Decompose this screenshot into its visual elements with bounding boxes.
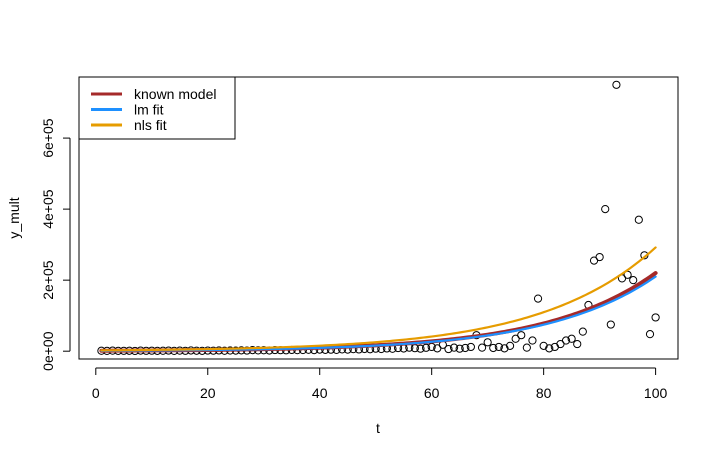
data-point (461, 343, 470, 353)
x-tick-label: 20 (200, 385, 216, 401)
y-tick-label: 2e+05 (40, 260, 56, 300)
plot-area (97, 80, 660, 356)
x-tick-label: 0 (92, 385, 100, 401)
data-point (612, 80, 621, 89)
x-axis: 0 20 40 60 80 100 (92, 367, 668, 401)
data-point (500, 344, 509, 353)
data-point (573, 339, 582, 349)
data-point (645, 330, 655, 339)
data-point (629, 276, 638, 285)
y-tick-label: 4e+05 (40, 189, 56, 229)
x-tick-label: 100 (644, 385, 668, 401)
y-axis-title: y_mult (6, 197, 22, 238)
y-axis: 0e+00 2e+05 4e+05 6e+05 (40, 118, 71, 371)
data-point (455, 344, 464, 353)
data-point (489, 343, 498, 353)
legend-label: nls fit (134, 117, 167, 133)
legend-label: lm fit (134, 102, 164, 118)
data-point (517, 331, 526, 340)
data-point (449, 343, 459, 352)
data-point (528, 336, 537, 345)
data-point (539, 341, 548, 350)
data-point (494, 342, 503, 352)
data-point (444, 344, 453, 354)
legend-label: known model (134, 86, 217, 102)
data-point (522, 343, 531, 352)
data-point (421, 343, 431, 352)
data-point (477, 343, 487, 352)
series-line-nls-fit (100, 246, 657, 352)
data-point (595, 252, 604, 262)
x-axis-title: t (376, 420, 380, 436)
data-point (416, 344, 425, 353)
data-point (578, 327, 587, 336)
y-tick-label: 0e+00 (40, 331, 56, 371)
data-point (634, 215, 643, 224)
data-point (533, 294, 543, 303)
data-point (651, 313, 660, 322)
data-point (545, 344, 554, 353)
data-point (561, 336, 571, 345)
data-point (567, 334, 576, 343)
y-tick-label: 6e+05 (40, 118, 56, 158)
plot-border (78, 76, 679, 360)
data-point (606, 320, 615, 329)
data-point (466, 342, 475, 352)
x-tick-label: 80 (536, 385, 552, 401)
data-point (601, 205, 610, 214)
data-point (505, 341, 515, 350)
x-tick-label: 60 (424, 385, 440, 401)
x-tick-label: 40 (312, 385, 328, 401)
data-point (483, 338, 492, 347)
